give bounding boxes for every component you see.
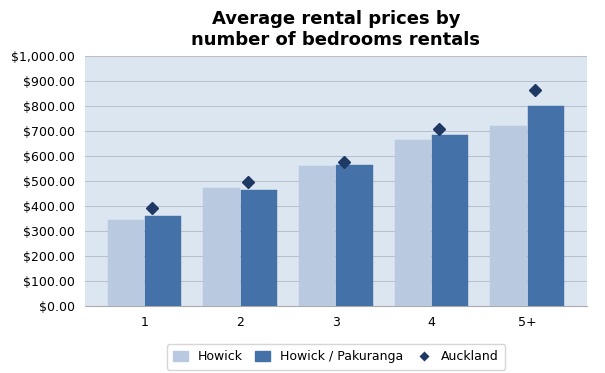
Bar — [528, 106, 564, 306]
Bar — [108, 220, 144, 306]
Bar — [241, 190, 277, 306]
Bar — [299, 166, 335, 306]
Legend: Howick, Howick / Pakuranga, Auckland: Howick, Howick / Pakuranga, Auckland — [166, 344, 505, 370]
Bar — [203, 188, 240, 306]
Title: Average rental prices by
number of bedrooms rentals: Average rental prices by number of bedro… — [191, 10, 480, 49]
Bar — [490, 126, 527, 306]
Bar — [394, 140, 431, 306]
Bar — [336, 164, 373, 306]
Bar — [432, 135, 468, 306]
Bar — [145, 216, 182, 306]
